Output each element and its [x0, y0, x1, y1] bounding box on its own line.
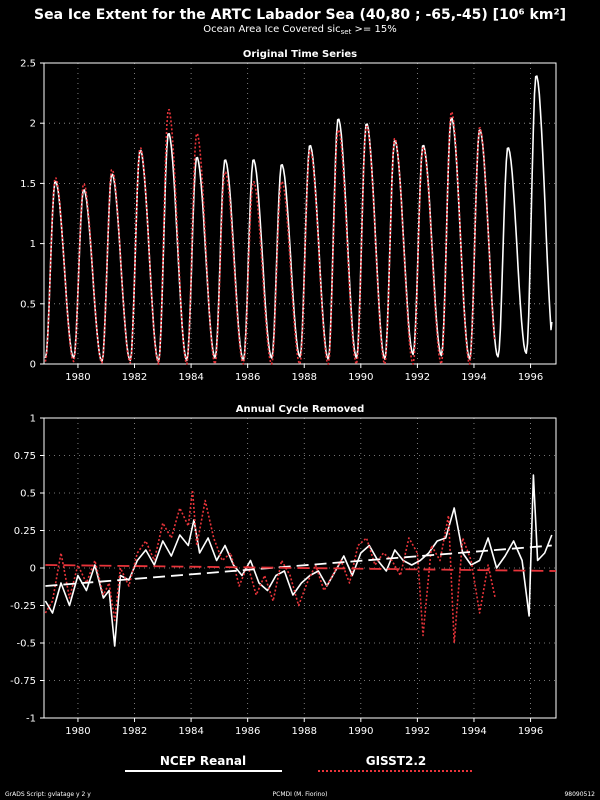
footer-center: PCMDI (M. Fiorino): [273, 791, 328, 798]
y-tick-label: -0.25: [10, 601, 36, 612]
x-tick-label: 1990: [348, 372, 373, 383]
y-tick-label: 0.5: [20, 299, 36, 310]
panel-title: Original Time Series: [243, 49, 357, 60]
x-tick-label: 1992: [405, 726, 430, 737]
x-tick-label: 1982: [122, 726, 147, 737]
main-title: Sea Ice Extent for the ARTC Labador Sea …: [34, 7, 566, 23]
x-tick-label: 1994: [461, 372, 486, 383]
x-tick-label: 1984: [178, 726, 203, 737]
x-tick-label: 1988: [292, 726, 317, 737]
footer-left: GrADS Script: gvlatage y 2 y: [5, 791, 91, 798]
series-line-ncep-reanal: [44, 474, 553, 647]
series-line-gisst-trend: [45, 564, 557, 572]
footer-right: 98090512: [564, 791, 595, 798]
y-tick-label: 1: [30, 239, 36, 250]
y-tick-label: -0.75: [10, 676, 36, 687]
x-tick-label: 1984: [178, 372, 203, 383]
y-tick-label: 1.5: [20, 179, 36, 190]
y-tick-label: 0: [30, 564, 36, 575]
y-tick-label: 2.5: [20, 59, 36, 70]
x-tick-label: 1980: [65, 372, 90, 383]
legend-gisst-label: GISST2.2: [366, 754, 427, 768]
y-tick-label: 0: [30, 360, 36, 371]
x-tick-label: 1996: [518, 726, 543, 737]
subtitle: Ocean Area Ice Covered sicset >= 15%: [203, 24, 396, 36]
legend-ncep-label: NCEP Reanal: [160, 754, 246, 768]
annual-cycle-removed-panel: Annual Cycle Removed 1980 1982 1984 1986 1988…: [10, 404, 557, 737]
x-tick-label: 1992: [405, 372, 430, 383]
panel-title: Annual Cycle Removed: [236, 404, 364, 415]
x-tick-label: 1982: [122, 372, 147, 383]
plot-frame: [43, 62, 557, 365]
x-tick-label: 1996: [518, 372, 543, 383]
series-line-gisst2-2: [44, 489, 496, 644]
series-line-ncep-trend: [45, 544, 552, 587]
x-tick-label: 1990: [348, 726, 373, 737]
x-tick-label: 1980: [65, 726, 90, 737]
y-tick-label: -0.5: [16, 639, 36, 650]
y-tick-label: 0.5: [20, 489, 36, 500]
series-line-gisst2-2: [44, 108, 496, 365]
y-tick-label: -1: [26, 714, 36, 725]
x-tick-label: 1986: [235, 372, 260, 383]
y-tick-label: 2: [30, 119, 36, 130]
y-tick-label: 0.25: [14, 526, 36, 537]
x-tick-label: 1988: [292, 372, 317, 383]
y-tick-label: 1: [30, 414, 36, 425]
original-time-series-panel: Original Time Series 1980 1982 1984 1986 1988…: [20, 49, 557, 383]
y-tick-label: 0.75: [14, 451, 36, 462]
x-tick-label: 1986: [235, 726, 260, 737]
legend: NCEP Reanal GISST2.2: [125, 754, 474, 772]
x-tick-label: 1994: [461, 726, 486, 737]
